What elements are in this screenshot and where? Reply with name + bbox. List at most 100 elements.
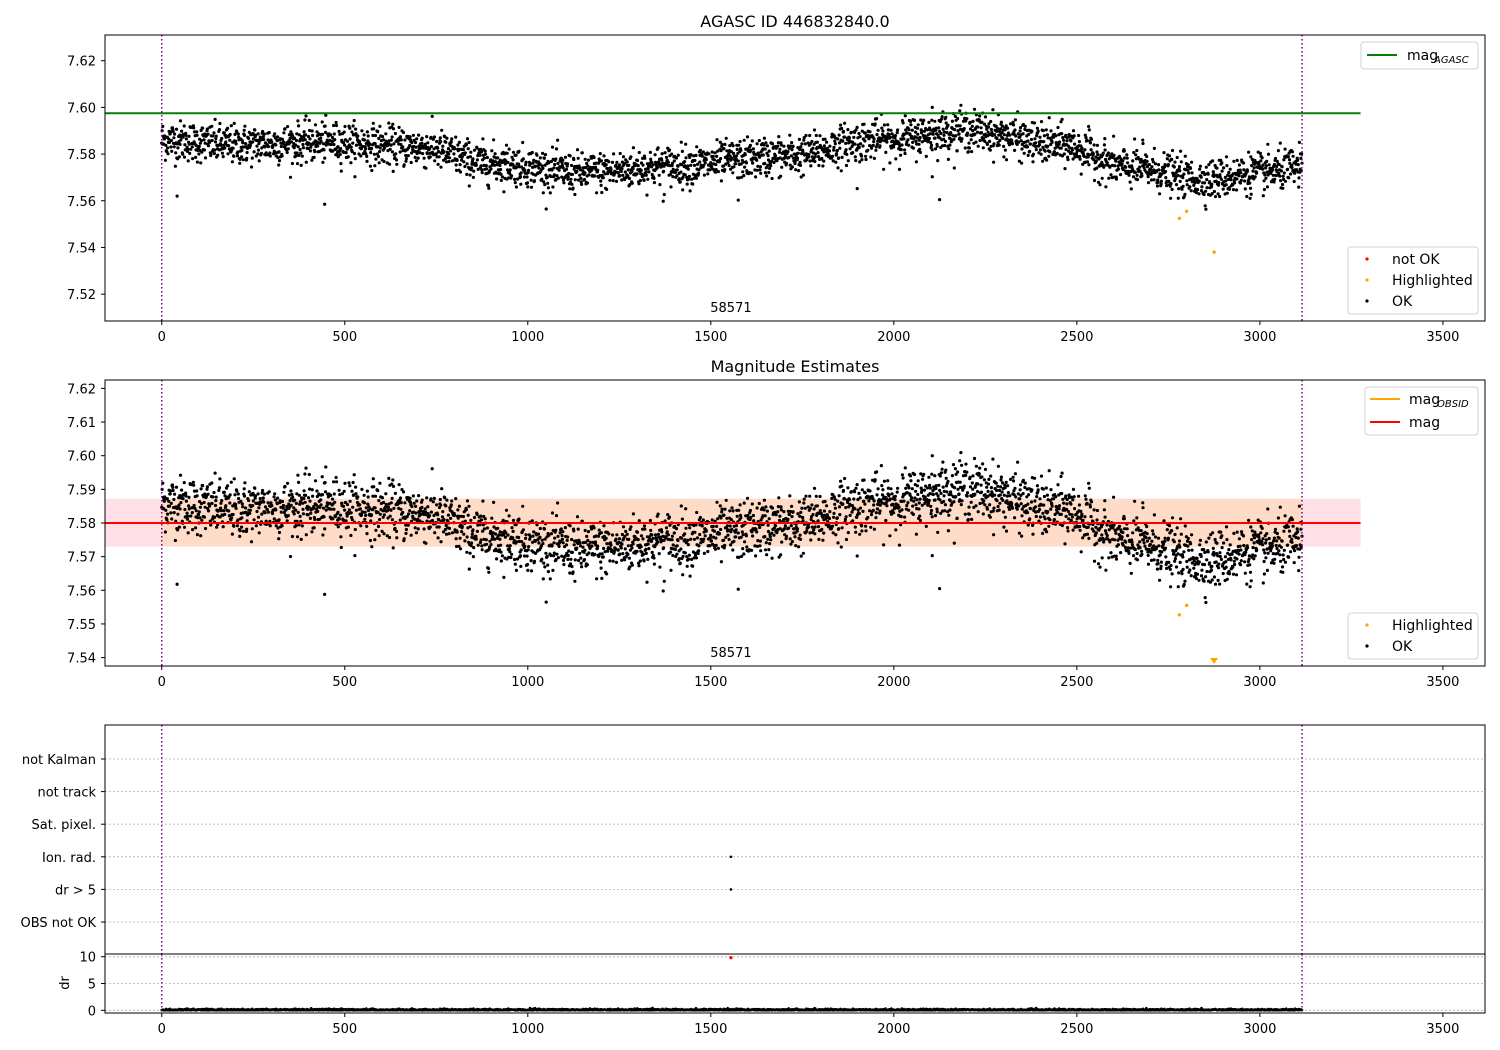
p1-ok-point: [600, 190, 604, 195]
p1-ok-point: [1185, 183, 1189, 187]
p1-ok-point: [567, 171, 571, 176]
p1-ok-point: [983, 139, 987, 143]
p1-ok-point: [213, 148, 217, 152]
p1-ok-point: [1155, 184, 1159, 188]
p1-ok-point: [764, 141, 768, 145]
p1-ok-point: [609, 167, 613, 172]
p2-ok-point: [296, 473, 300, 477]
p2-ok-point: [596, 544, 600, 548]
p1-ok-point: [783, 154, 788, 158]
p2-ok-point: [321, 533, 325, 537]
p2-ok-point: [643, 527, 647, 531]
p2-ok-point: [700, 524, 704, 528]
p2-ok-point: [320, 475, 324, 479]
p1-ok-point: [329, 133, 333, 137]
p1-ok-point: [695, 145, 699, 149]
p2-ok-point: [723, 507, 727, 511]
p1-ok-point: [277, 163, 281, 167]
p1-ok-point: [294, 143, 298, 147]
p1-ok-point: [476, 167, 480, 171]
p2-ok-point: [435, 503, 439, 507]
p1-ok-point: [888, 161, 892, 165]
p2-ok-point: [240, 516, 244, 520]
p1-ok-point: [1073, 142, 1077, 146]
p2-ok-point: [762, 498, 767, 502]
p1-ok-point: [570, 172, 575, 177]
p1-ok-point: [1229, 178, 1233, 182]
p1-ok-point: [1227, 187, 1232, 191]
p1-ok-point: [563, 155, 568, 159]
p2-ok-point: [415, 499, 419, 503]
p2-ok-point: [171, 485, 175, 489]
p1-ok-point: [308, 149, 312, 153]
p2-ok-point: [620, 558, 624, 562]
p2-ok-point: [561, 530, 565, 534]
p1-ok-point: [1043, 149, 1047, 153]
p1-ok-point: [963, 146, 967, 150]
p1-ok-point: [1219, 177, 1223, 181]
p1-ok-point: [413, 155, 417, 159]
p1-ok-point: [853, 130, 857, 134]
p2-ok-point: [583, 528, 587, 533]
p1-ok-point: [420, 141, 424, 145]
p1-ok-point: [651, 163, 655, 167]
p1-ok-point: [498, 163, 502, 167]
p1-ok-point: [811, 146, 815, 150]
p1-ok-point: [556, 176, 561, 180]
p2-ok-point: [167, 504, 172, 508]
p1-ok-point: [816, 155, 821, 159]
p1-ok-point: [917, 138, 921, 142]
p1-ok-point: [429, 144, 433, 149]
p1-ok-point: [979, 126, 983, 130]
p2-ok-point: [453, 513, 457, 518]
p1-ok-point: [985, 142, 990, 146]
p1-ok-point: [1218, 194, 1222, 199]
p2-ok-point: [757, 501, 761, 506]
p2-ok-point: [455, 530, 459, 534]
p2-ok-point: [556, 534, 560, 539]
p1-ok-point: [928, 132, 932, 136]
p2-ok-point: [465, 550, 469, 554]
p2-ok-point: [816, 525, 821, 529]
p2-ok-point: [230, 532, 234, 536]
p2-ok-point: [651, 536, 655, 541]
p1-ok-point: [693, 158, 697, 163]
p2-ok-point: [623, 558, 627, 562]
p1-ok-point: [452, 152, 456, 156]
p1-ok-point: [391, 169, 395, 173]
p1-ok-point: [623, 170, 627, 174]
p1-ok-point: [1180, 187, 1184, 191]
p2-ok-point: [685, 564, 689, 568]
p2-ok-point: [834, 533, 838, 537]
p2-ok-point: [797, 545, 801, 549]
p1-ok-point: [724, 136, 728, 140]
p1-ok-point: [1135, 148, 1139, 153]
p1-ok-point: [1189, 189, 1193, 193]
p1-ok-point: [933, 119, 937, 123]
p2-ok-point: [808, 494, 812, 498]
p2-ok-point: [526, 568, 530, 573]
p1-ok-point: [371, 121, 375, 125]
p1-ok-point: [921, 122, 925, 126]
p1-ok-point: [741, 160, 745, 164]
p2-ok-point: [802, 501, 806, 505]
p1-ok-point: [761, 153, 765, 157]
p1-ok-point: [621, 173, 625, 177]
p2-ok-point: [347, 481, 351, 485]
p1-ok-point: [457, 147, 461, 151]
p1-ok-point: [320, 132, 325, 136]
p1-ok-point: [704, 158, 708, 162]
p1-ok-point: [289, 130, 293, 134]
p2-ok-point: [670, 534, 675, 538]
p2-ok-point: [788, 537, 792, 541]
p2-ok-point: [600, 576, 604, 581]
p2-ok-point: [458, 536, 462, 540]
p1-ok-point: [1227, 170, 1231, 175]
p2-ok-point: [647, 547, 651, 551]
p1-ok-point: [439, 165, 443, 169]
p1-ok-point: [241, 158, 245, 162]
p2-ok-point: [630, 563, 634, 567]
p1-ok-point: [228, 138, 232, 142]
p1-ok-point: [307, 141, 311, 145]
p1-ok-point: [630, 169, 634, 173]
